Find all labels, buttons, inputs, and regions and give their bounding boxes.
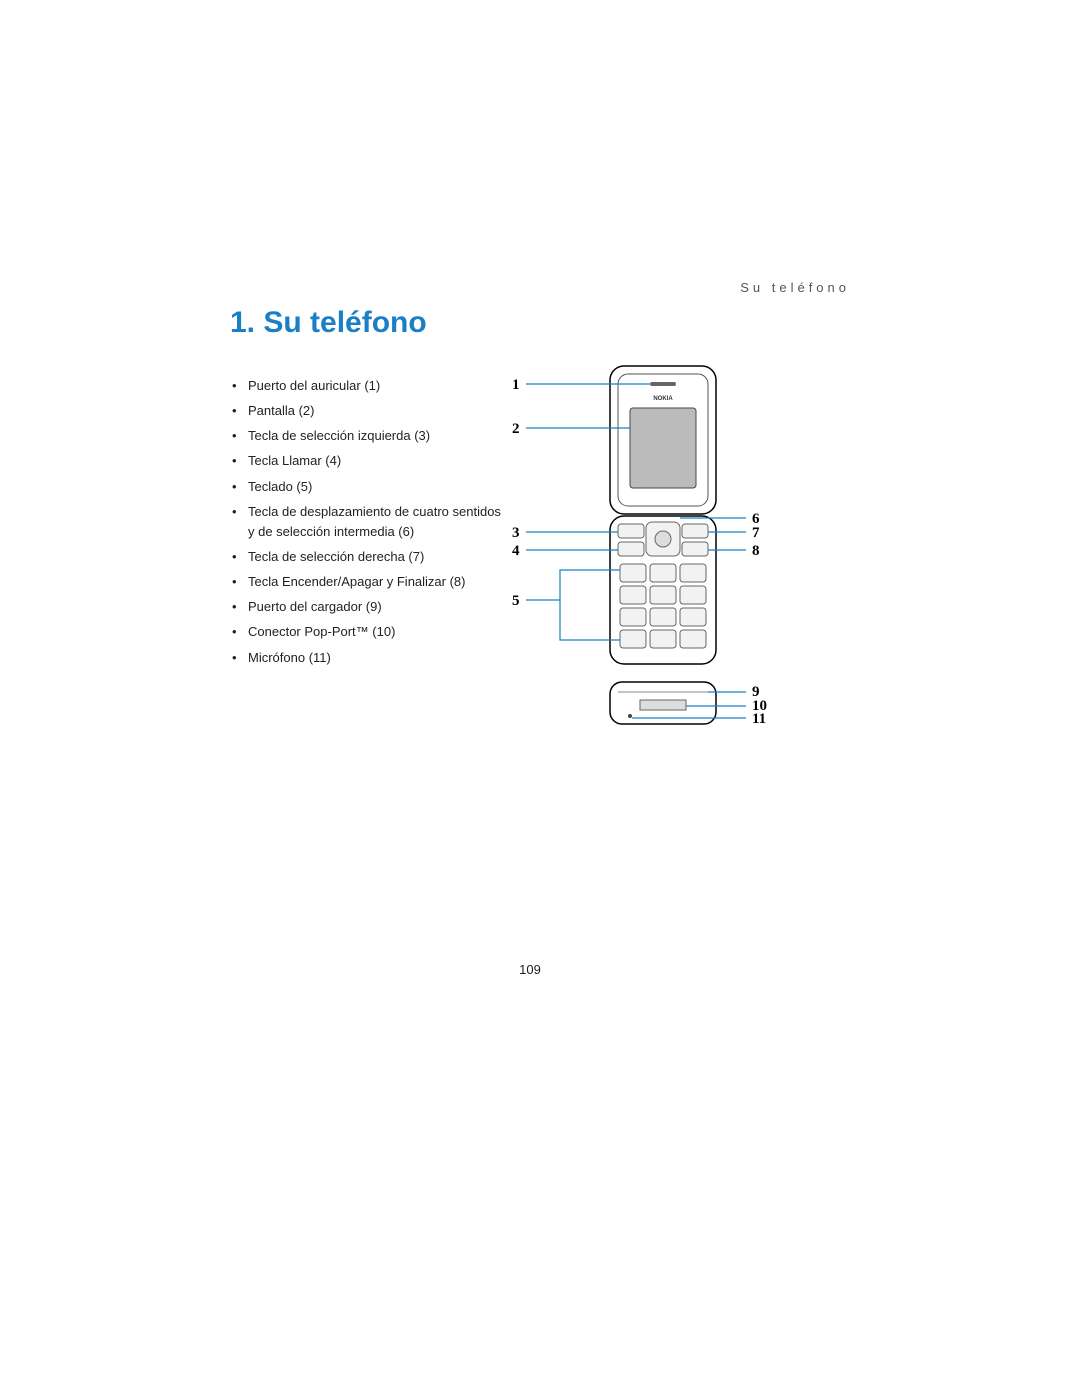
list-item: Tecla de selección izquierda (3)	[230, 426, 510, 446]
callout-7: 7	[752, 525, 760, 541]
callout-11: 11	[752, 711, 766, 727]
parts-list: Puerto del auricular (1) Pantalla (2) Te…	[230, 376, 510, 668]
phone-top-half: NOKIA	[610, 366, 716, 514]
phone-bottom-half	[610, 516, 716, 664]
chapter-number: 1.	[230, 306, 255, 339]
list-item: Micrófono (11)	[230, 648, 510, 668]
document-page: Su teléfono 1. Su teléfono Puerto del au…	[0, 0, 1080, 1397]
callout-1: 1	[512, 377, 520, 393]
list-item: Teclado (5)	[230, 477, 510, 497]
list-item: Tecla de selección derecha (7)	[230, 547, 510, 567]
callout-4: 4	[512, 543, 520, 559]
callout-2: 2	[512, 421, 520, 437]
list-item: Pantalla (2)	[230, 401, 510, 421]
callout-5: 5	[512, 593, 520, 609]
running-header: Su teléfono	[740, 280, 850, 295]
list-item: Puerto del auricular (1)	[230, 376, 510, 396]
chapter-title: 1. Su teléfono	[230, 306, 427, 340]
list-item: Tecla Llamar (4)	[230, 451, 510, 471]
page-number: 109	[210, 962, 850, 977]
chapter-name: Su teléfono	[263, 306, 426, 339]
list-item: Conector Pop-Port™ (10)	[230, 622, 510, 642]
list-item: Tecla de desplazamiento de cuatro sentid…	[230, 502, 510, 542]
brand-label: NOKIA	[653, 396, 673, 402]
list-item: Tecla Encender/Apagar y Finalizar (8)	[230, 572, 510, 592]
callout-3: 3	[512, 525, 520, 541]
phone-diagram: NOKIA	[490, 360, 890, 780]
callout-8: 8	[752, 543, 760, 559]
list-item: Puerto del cargador (9)	[230, 597, 510, 617]
